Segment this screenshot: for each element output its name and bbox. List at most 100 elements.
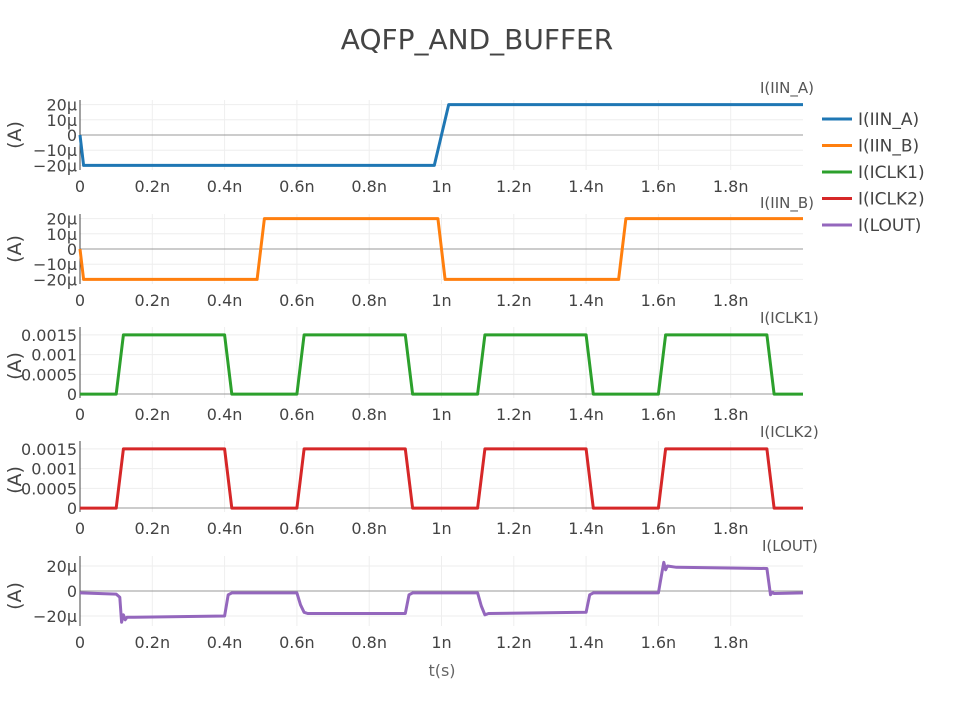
x-tick-label: 0.6n xyxy=(279,633,315,652)
x-tick-label: 0.6n xyxy=(279,405,315,424)
subplot-title: I(ICLK2) xyxy=(760,423,819,441)
y-tick-label: 0 xyxy=(67,126,77,145)
series-line xyxy=(79,560,804,624)
x-tick-label: 1.8n xyxy=(713,519,749,538)
x-tick-label: 0.2n xyxy=(135,177,171,196)
x-tick-label: 0.8n xyxy=(351,633,387,652)
x-tick-label: 0.2n xyxy=(135,405,171,424)
legend-label: I(IIN_B) xyxy=(858,137,919,157)
legend-label: I(LOUT) xyxy=(858,216,921,236)
x-tick-label: 0.6n xyxy=(279,519,315,538)
chart-title: AQFP_AND_BUFFER xyxy=(341,23,613,56)
x-tick-label: 1.2n xyxy=(496,519,532,538)
x-tick-label: 0.8n xyxy=(351,405,387,424)
x-tick-label: 1.2n xyxy=(496,633,532,652)
x-tick-label: 0.4n xyxy=(207,177,243,196)
legend-item[interactable]: I(ICLK2) xyxy=(822,190,925,210)
legend-label: I(ICLK2) xyxy=(858,190,925,210)
series-line xyxy=(80,447,803,510)
subplot-title: I(IIN_B) xyxy=(760,194,814,213)
x-tick-label: 0.4n xyxy=(207,519,243,538)
y-tick-label: −20μ xyxy=(33,156,77,175)
x-tick-label: 1.6n xyxy=(641,519,677,538)
legend-item[interactable]: I(ICLK1) xyxy=(822,163,925,183)
x-tick-label: 1.8n xyxy=(713,177,749,196)
y-tick-label: 0 xyxy=(67,385,77,404)
y-tick-label: 0.0005 xyxy=(21,365,77,384)
subplot-title: I(IIN_A) xyxy=(760,79,814,98)
y-tick-label: −20μ xyxy=(33,270,77,289)
x-tick-label: 0.2n xyxy=(135,291,171,310)
x-tick-label: 1.8n xyxy=(713,291,749,310)
y-tick-label: 0.0005 xyxy=(21,479,77,498)
x-tick-label: 0.8n xyxy=(351,177,387,196)
legend[interactable]: I(IIN_A) I(IIN_B) I(ICLK1) I(ICLK2) I(LOUT) xyxy=(822,110,925,236)
legend-item[interactable]: I(LOUT) xyxy=(822,216,921,236)
y-axis-label: (A) xyxy=(4,466,26,494)
legend-label: I(ICLK1) xyxy=(858,163,925,183)
x-tick-label: 0.8n xyxy=(351,291,387,310)
y-tick-label: −20μ xyxy=(33,607,77,626)
x-tick-label: 1.6n xyxy=(641,291,677,310)
legend-item[interactable]: I(IIN_A) xyxy=(822,110,919,130)
y-tick-label: 20μ xyxy=(46,210,77,229)
y-axis-label: (A) xyxy=(4,121,26,149)
x-tick-label: 1n xyxy=(431,633,451,652)
x-tick-label: 1.4n xyxy=(568,177,604,196)
x-tick-label: 0 xyxy=(75,633,85,652)
y-tick-label: 0 xyxy=(67,582,77,601)
x-tick-label: 0.4n xyxy=(207,633,243,652)
subplot-title: I(ICLK1) xyxy=(760,309,819,327)
x-tick-label: 1.4n xyxy=(568,633,604,652)
x-tick-label: 1n xyxy=(431,177,451,196)
y-tick-label: 10μ xyxy=(46,111,77,130)
x-tick-label: 1.8n xyxy=(713,405,749,424)
x-tick-label: 0 xyxy=(75,177,85,196)
x-tick-label: 0.6n xyxy=(279,291,315,310)
y-axis-label: (A) xyxy=(4,582,26,610)
x-tick-label: 1.8n xyxy=(713,633,749,652)
x-tick-label: 0 xyxy=(75,291,85,310)
y-tick-label: 0.0015 xyxy=(21,440,77,459)
x-tick-label: 1.6n xyxy=(641,633,677,652)
x-tick-label: 0 xyxy=(75,519,85,538)
x-tick-label: 1.2n xyxy=(496,405,532,424)
y-axis-label: (A) xyxy=(4,235,26,263)
y-tick-label: 0.001 xyxy=(31,346,77,365)
x-tick-label: 1n xyxy=(431,519,451,538)
x-tick-label: 1.6n xyxy=(641,177,677,196)
y-tick-label: 0 xyxy=(67,499,77,518)
panel-5: −20μ 0 20μ 0 0.2n 0.4n 0.6n 0.8n 1n 1.2n 1.4n 1.6n 1… xyxy=(4,537,818,652)
y-tick-label: 10μ xyxy=(46,225,77,244)
legend-item[interactable]: I(IIN_B) xyxy=(822,137,919,157)
x-tick-label: 0.4n xyxy=(207,291,243,310)
y-tick-label: 0.001 xyxy=(31,460,77,479)
x-tick-label: 1.4n xyxy=(568,519,604,538)
x-tick-label: 1.4n xyxy=(568,405,604,424)
x-tick-label: 1n xyxy=(431,405,451,424)
y-tick-label: −10μ xyxy=(33,141,77,160)
y-axis-label: (A) xyxy=(4,352,26,380)
x-tick-label: 0.6n xyxy=(279,177,315,196)
y-tick-label: 0.0015 xyxy=(21,326,77,345)
x-tick-label: 1n xyxy=(431,291,451,310)
y-tick-label: −10μ xyxy=(33,255,77,274)
x-axis-label: t(s) xyxy=(428,661,455,680)
x-tick-label: 0.2n xyxy=(135,519,171,538)
subplot-title: I(LOUT) xyxy=(762,537,818,555)
x-tick-label: 1.2n xyxy=(496,177,532,196)
x-tick-label: 0.8n xyxy=(351,519,387,538)
x-tick-label: 0 xyxy=(75,405,85,424)
series-line xyxy=(78,217,803,281)
x-tick-label: 0.2n xyxy=(135,633,171,652)
y-tick-label: 20μ xyxy=(46,557,77,576)
x-tick-label: 1.2n xyxy=(496,291,532,310)
series-line xyxy=(78,103,803,167)
